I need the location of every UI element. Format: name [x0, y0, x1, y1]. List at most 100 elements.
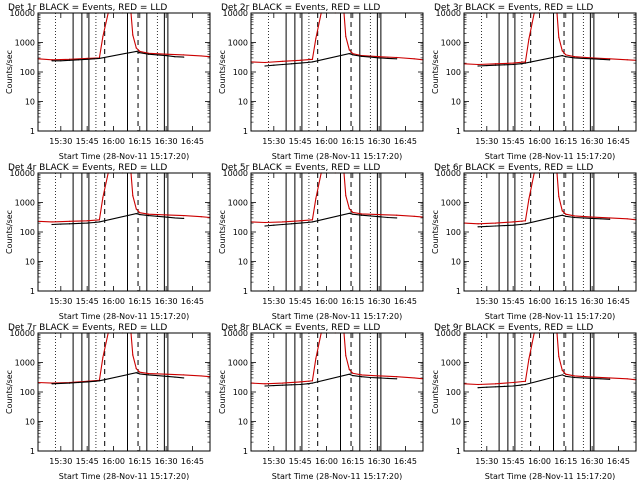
y-tick-label: 10000: [436, 169, 461, 178]
x-axis-label: Start Time (28-Nov-11 15:17:20): [485, 152, 615, 161]
data-point-black: [86, 222, 88, 224]
data-point-black: [360, 55, 363, 57]
x-tick-label: 16:00: [528, 137, 551, 146]
data-point-black: [378, 57, 380, 59]
data-point-black: [519, 63, 521, 65]
data-point-black: [600, 58, 602, 60]
data-point-black: [387, 57, 389, 59]
y-axis-label: Counts/sec: [431, 50, 440, 94]
data-point-red: [512, 62, 514, 64]
data-point-black: [311, 382, 314, 384]
data-point-black: [98, 57, 101, 59]
data-point-black: [68, 382, 71, 384]
data-point-black: [281, 63, 284, 66]
x-tick-label: 16:45: [394, 137, 417, 146]
x-tick-label: 16:00: [528, 457, 551, 466]
data-point-red: [102, 35, 104, 38]
data-point-black: [582, 217, 584, 219]
data-point-black: [165, 216, 167, 218]
x-tick-label: 15:30: [475, 297, 498, 306]
data-point-black: [93, 221, 95, 224]
x-tick-label: 16:30: [581, 457, 604, 466]
data-point-black: [264, 65, 266, 67]
data-point-black: [86, 58, 88, 60]
y-tick-label: 100: [233, 388, 248, 397]
data-point-black: [93, 380, 95, 382]
x-tick-label: 15:45: [76, 137, 99, 146]
series-line-black: [477, 374, 610, 389]
data-point-red: [135, 47, 137, 49]
data-point-red: [183, 374, 185, 376]
y-tick-label: 10000: [223, 9, 248, 18]
y-tick-label: 10000: [436, 329, 461, 338]
data-point-red: [591, 57, 593, 59]
data-point-red: [396, 214, 398, 216]
data-point-red: [477, 383, 479, 386]
data-point-black: [147, 214, 150, 217]
x-axis-label: Start Time (28-Nov-11 15:17:20): [59, 152, 189, 161]
y-tick-label: 10: [25, 98, 35, 107]
data-point-red: [565, 373, 567, 375]
y-tick-label: 1: [243, 447, 248, 456]
series-line-black: [477, 55, 610, 67]
data-point-red: [573, 375, 576, 377]
x-tick-label: 16:15: [341, 137, 364, 146]
data-point-black: [51, 223, 53, 226]
data-point-black: [348, 212, 350, 214]
data-point-red: [68, 220, 71, 222]
panel-3: Det 3r BLACK = Events, RED = LLD Counts/s…: [431, 3, 637, 161]
panel-6: Det 6r BLACK = Events, RED = LLD Counts/s…: [431, 163, 637, 321]
y-tick-label: 1: [243, 127, 248, 136]
x-axis-label: Start Time (28-Nov-11 15:17:20): [272, 152, 402, 161]
y-axis-label: Counts/sec: [431, 210, 440, 254]
data-point-red: [86, 57, 88, 59]
data-point-black: [609, 378, 611, 380]
data-point-red: [98, 219, 101, 221]
data-point-black: [369, 56, 371, 58]
data-point-red: [86, 220, 88, 222]
data-point-red: [360, 213, 363, 215]
data-point-black: [165, 375, 167, 377]
data-point-black: [387, 377, 389, 379]
y-tick-label: 1000: [15, 199, 35, 208]
y-tick-label: 100: [233, 68, 248, 77]
data-point-red: [139, 212, 141, 214]
x-axis-label: Start Time (28-Nov-11 15:17:20): [59, 472, 189, 480]
data-point-red: [512, 221, 514, 223]
data-point-black: [561, 54, 563, 57]
data-point-red: [558, 195, 560, 198]
data-point-black: [477, 65, 479, 67]
y-tick-label: 100: [446, 388, 461, 397]
data-point-red: [183, 54, 185, 56]
data-point-black: [311, 61, 314, 63]
data-point-red: [591, 216, 593, 218]
data-point-black: [396, 217, 398, 219]
plot-frame: [463, 332, 637, 452]
data-point-red: [573, 215, 576, 217]
data-point-red: [626, 59, 628, 61]
panel-2: Det 2r BLACK = Events, RED = LLD Counts/s…: [218, 3, 424, 161]
data-point-black: [486, 64, 488, 67]
x-axis-label: Start Time (28-Nov-11 15:17:20): [272, 472, 402, 480]
x-tick-label: 16:00: [315, 137, 338, 146]
data-point-black: [591, 377, 593, 379]
data-point-red: [51, 221, 53, 223]
x-tick-label: 16:30: [155, 457, 178, 466]
data-point-red: [396, 56, 398, 59]
x-tick-label: 16:00: [528, 297, 551, 306]
data-point-black: [348, 373, 350, 375]
data-point-black: [519, 223, 521, 226]
data-point-red: [264, 61, 266, 64]
data-point-black: [561, 214, 563, 216]
data-point-black: [503, 385, 505, 387]
panel-title: Det 7r BLACK = Events, RED = LLD: [8, 323, 167, 333]
data-point-black: [93, 58, 95, 60]
x-tick-label: 16:00: [102, 297, 125, 306]
x-tick-label: 15:45: [502, 297, 525, 306]
x-axis-label: Start Time (28-Nov-11 15:17:20): [485, 312, 615, 321]
data-point-red: [147, 373, 150, 375]
data-point-red: [264, 383, 266, 385]
x-tick-label: 15:45: [289, 297, 312, 306]
data-point-black: [573, 376, 576, 379]
data-point-red: [413, 377, 415, 379]
